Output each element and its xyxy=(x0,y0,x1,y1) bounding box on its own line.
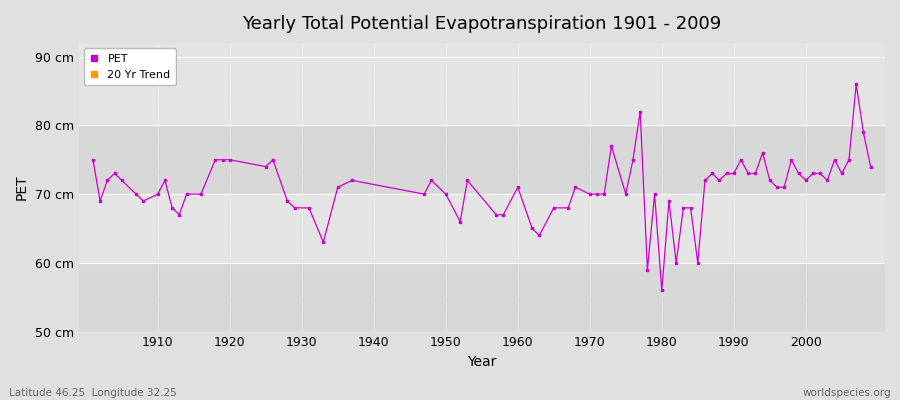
Text: Latitude 46.25  Longitude 32.25: Latitude 46.25 Longitude 32.25 xyxy=(9,388,176,398)
Bar xyxy=(78,43,885,125)
PET xyxy=(656,288,667,293)
Title: Yearly Total Potential Evapotranspiration 1901 - 2009: Yearly Total Potential Evapotranspiratio… xyxy=(242,15,722,33)
Y-axis label: PET: PET xyxy=(15,174,29,200)
PET xyxy=(87,157,98,162)
PET xyxy=(152,192,163,196)
Bar xyxy=(78,263,885,332)
PET xyxy=(598,192,609,196)
PET xyxy=(440,192,451,196)
Bar xyxy=(78,194,885,263)
PET xyxy=(678,206,688,210)
Text: worldspecies.org: worldspecies.org xyxy=(803,388,891,398)
Bar xyxy=(78,125,885,194)
Legend: PET, 20 Yr Trend: PET, 20 Yr Trend xyxy=(84,48,176,85)
PET xyxy=(850,82,861,86)
PET xyxy=(692,260,703,265)
PET xyxy=(764,178,775,183)
Line: PET: PET xyxy=(92,83,872,292)
PET xyxy=(865,164,876,169)
X-axis label: Year: Year xyxy=(467,355,497,369)
